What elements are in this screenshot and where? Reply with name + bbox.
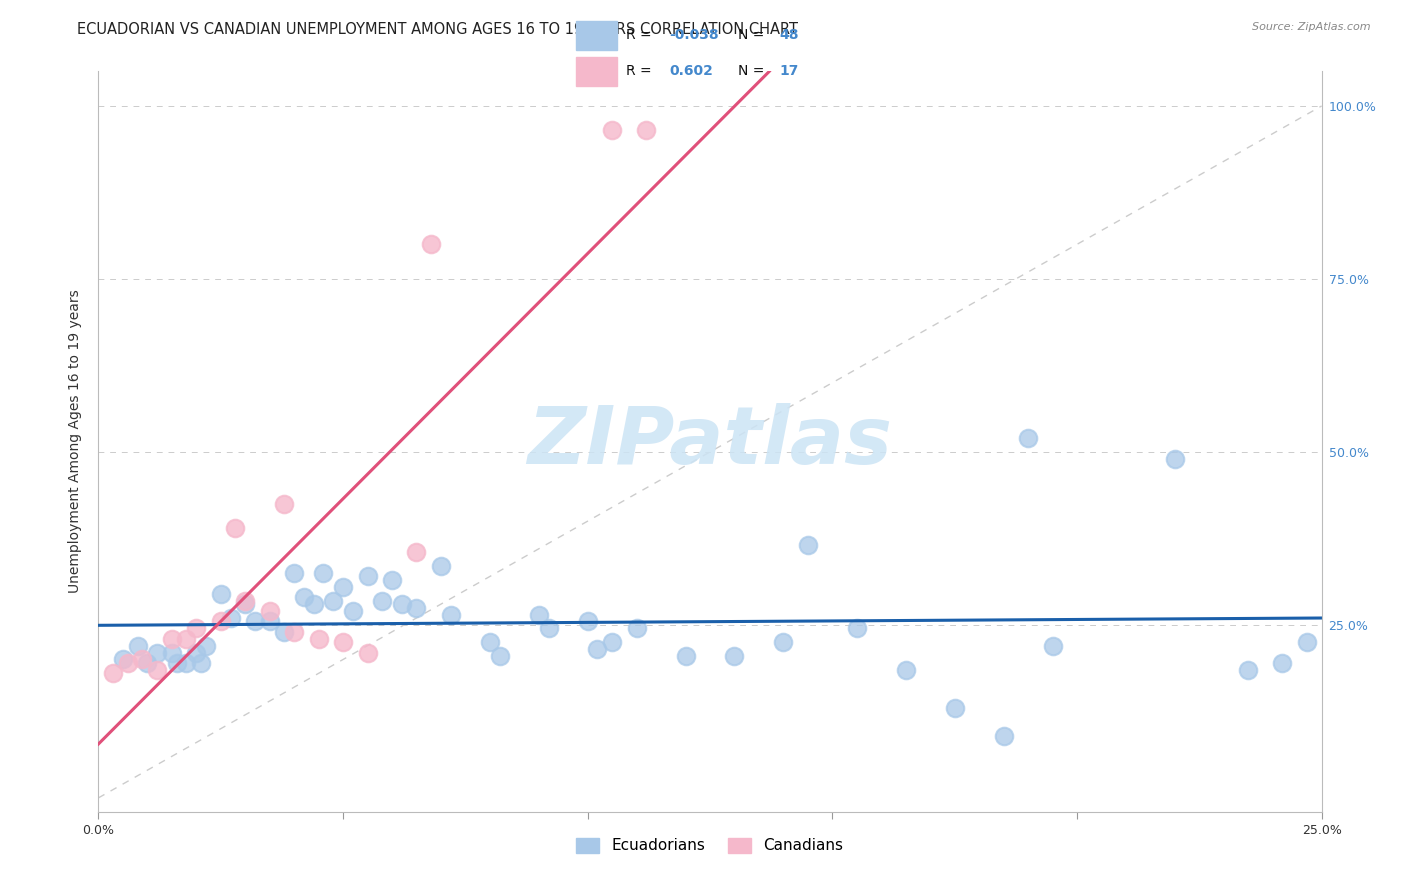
Point <box>127 639 149 653</box>
Point <box>430 559 453 574</box>
Text: ZIPatlas: ZIPatlas <box>527 402 893 481</box>
Point <box>723 648 745 663</box>
Point <box>356 569 378 583</box>
Point <box>943 701 966 715</box>
Point <box>600 635 623 649</box>
Bar <box>576 57 617 86</box>
Point <box>209 587 232 601</box>
Text: 48: 48 <box>779 28 799 42</box>
Point <box>176 632 198 646</box>
Point <box>273 624 295 639</box>
Point <box>478 635 501 649</box>
Point <box>440 607 463 622</box>
Point <box>371 593 394 607</box>
Point <box>576 615 599 629</box>
Point <box>233 593 256 607</box>
Point <box>136 656 159 670</box>
Point <box>273 497 295 511</box>
Point <box>488 648 510 663</box>
Point <box>356 646 378 660</box>
Point <box>146 663 169 677</box>
Point <box>176 656 198 670</box>
Point <box>894 663 917 677</box>
Point <box>160 646 183 660</box>
Point <box>993 729 1015 743</box>
Point <box>332 635 354 649</box>
Point <box>405 545 427 559</box>
Point <box>131 652 153 666</box>
Point <box>1017 431 1039 445</box>
Point <box>391 597 413 611</box>
Point <box>259 615 281 629</box>
Text: Source: ZipAtlas.com: Source: ZipAtlas.com <box>1253 22 1371 32</box>
Point <box>308 632 330 646</box>
Point <box>626 621 648 635</box>
Point <box>233 597 256 611</box>
Point <box>1042 639 1064 653</box>
Point <box>332 580 354 594</box>
Point <box>1296 635 1319 649</box>
Point <box>186 646 208 660</box>
Point <box>224 521 246 535</box>
Point <box>117 656 139 670</box>
Text: 17: 17 <box>779 64 799 78</box>
Point <box>772 635 794 649</box>
Point <box>186 621 208 635</box>
Point <box>312 566 335 580</box>
Legend: Ecuadorians, Canadians: Ecuadorians, Canadians <box>571 831 849 860</box>
Point <box>259 604 281 618</box>
Point <box>111 652 134 666</box>
Point <box>219 611 242 625</box>
Point <box>302 597 325 611</box>
Point <box>166 656 188 670</box>
Point <box>146 646 169 660</box>
Point <box>1237 663 1260 677</box>
Point <box>636 123 658 137</box>
Point <box>1164 451 1187 466</box>
Text: N =: N = <box>738 28 769 42</box>
Point <box>600 123 623 137</box>
Point <box>405 600 427 615</box>
Point <box>195 639 218 653</box>
Point <box>342 604 364 618</box>
Point <box>381 573 404 587</box>
Point <box>190 656 212 670</box>
Point <box>537 621 560 635</box>
Text: R =: R = <box>626 28 655 42</box>
Point <box>845 621 868 635</box>
Bar <box>576 21 617 49</box>
Point <box>243 615 266 629</box>
Point <box>1271 656 1294 670</box>
Point <box>586 642 609 657</box>
Text: ECUADORIAN VS CANADIAN UNEMPLOYMENT AMONG AGES 16 TO 19 YEARS CORRELATION CHART: ECUADORIAN VS CANADIAN UNEMPLOYMENT AMON… <box>77 22 799 37</box>
Point <box>292 591 315 605</box>
Point <box>283 624 305 639</box>
Point <box>420 237 443 252</box>
Text: -0.038: -0.038 <box>669 28 718 42</box>
Text: R =: R = <box>626 64 659 78</box>
Point <box>527 607 550 622</box>
Text: 0.602: 0.602 <box>669 64 713 78</box>
Point <box>322 593 344 607</box>
Point <box>160 632 183 646</box>
Point <box>283 566 305 580</box>
Point <box>675 648 697 663</box>
Point <box>797 538 820 552</box>
Y-axis label: Unemployment Among Ages 16 to 19 years: Unemployment Among Ages 16 to 19 years <box>69 290 83 593</box>
Point <box>209 615 232 629</box>
Text: N =: N = <box>738 64 769 78</box>
Point <box>101 666 124 681</box>
